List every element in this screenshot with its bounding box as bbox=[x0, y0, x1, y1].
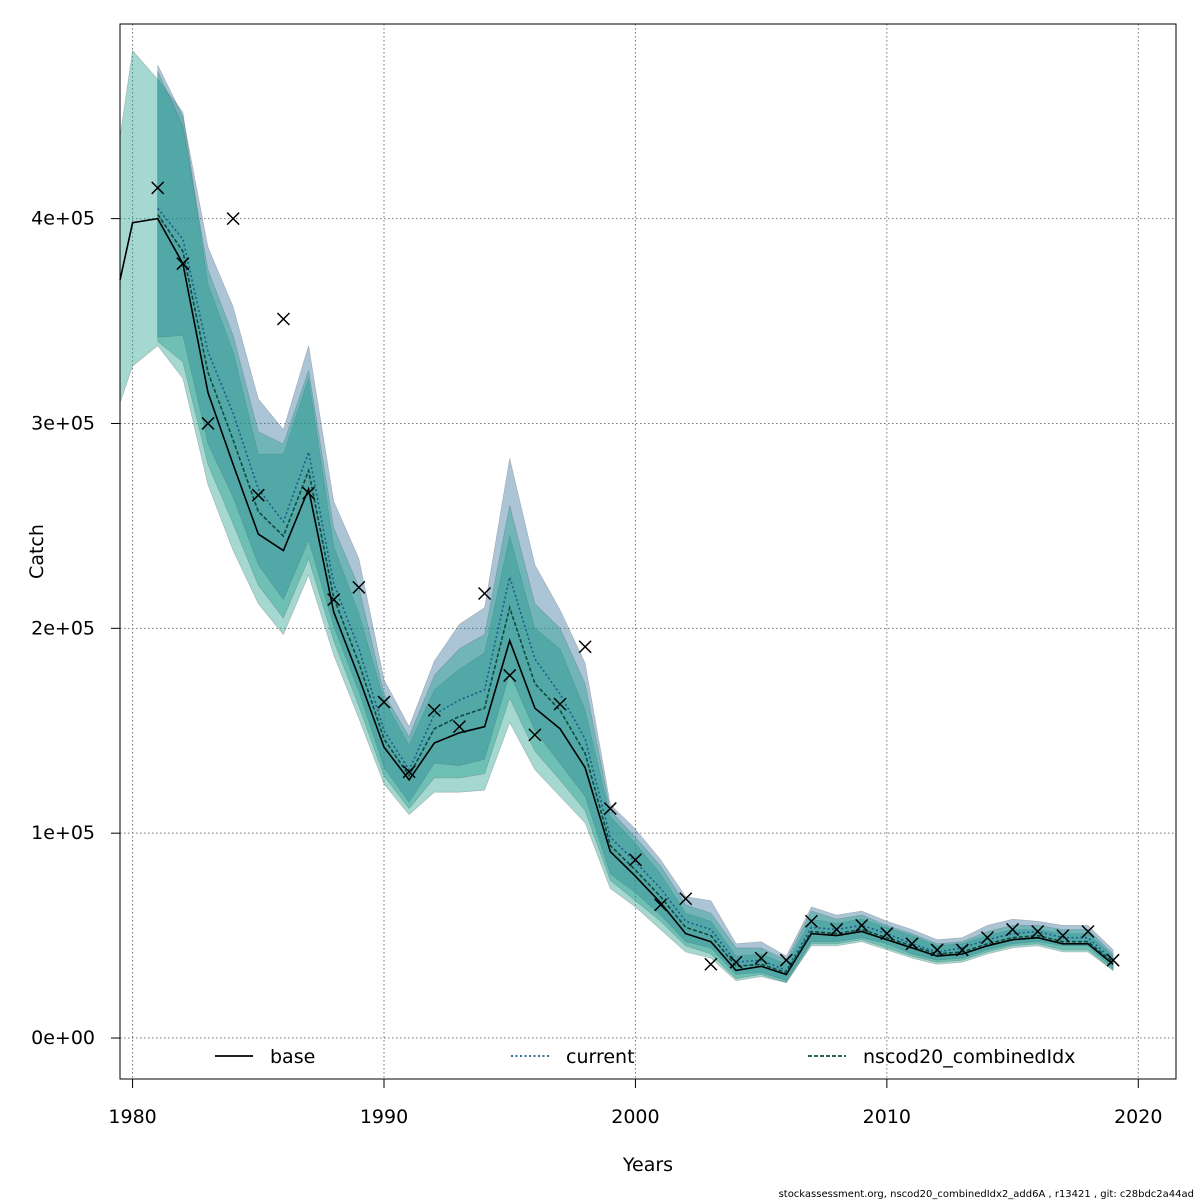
y-tick-label: 4e+05 bbox=[31, 208, 95, 230]
observed-point bbox=[452, 720, 466, 734]
x-tick-label: 1980 bbox=[108, 1106, 156, 1128]
observed-point bbox=[553, 697, 567, 711]
observed-point bbox=[704, 957, 718, 971]
observed-point bbox=[528, 728, 542, 742]
observed-point bbox=[276, 312, 290, 326]
observed-point bbox=[151, 181, 165, 195]
x-tick-label: 2000 bbox=[611, 1106, 659, 1128]
line-base bbox=[119, 217, 1114, 976]
observed-point bbox=[201, 416, 215, 430]
band-current bbox=[157, 64, 1114, 982]
observed-point bbox=[251, 488, 265, 502]
y-tick-label: 3e+05 bbox=[31, 412, 95, 434]
observed-point bbox=[1031, 924, 1045, 939]
observed-point bbox=[830, 922, 844, 936]
observed-point bbox=[478, 586, 492, 601]
y-tick-label: 0e+00 bbox=[31, 1027, 95, 1049]
observed-point bbox=[1081, 924, 1095, 939]
legend: base current nscod20_combinedIdx bbox=[215, 1046, 1075, 1068]
observed-point bbox=[176, 257, 190, 271]
line-nscod20_combinedIdx bbox=[157, 214, 1114, 974]
observed-point bbox=[729, 955, 743, 969]
observed-point bbox=[1106, 953, 1120, 967]
legend-label: current bbox=[566, 1046, 635, 1068]
observed-point bbox=[930, 943, 944, 957]
observed-point bbox=[754, 951, 768, 965]
observed-point bbox=[955, 943, 969, 957]
observed-point bbox=[804, 914, 818, 928]
observed-point bbox=[503, 668, 517, 682]
x-tick-label: 1990 bbox=[360, 1106, 408, 1128]
grid-layer bbox=[120, 24, 1176, 1079]
observed-point bbox=[427, 703, 441, 717]
observed-point bbox=[779, 953, 793, 967]
legend-label: nscod20_combinedIdx bbox=[863, 1046, 1075, 1068]
y-axis-title: Catch bbox=[26, 524, 48, 579]
axes: 1980 1990 2000 2010 2020 0e+00 1e+05 2e+05 3e+05… bbox=[31, 208, 1162, 1128]
observed-point bbox=[654, 898, 668, 912]
observed-point bbox=[578, 640, 592, 654]
line-current bbox=[157, 207, 1114, 972]
observed-point bbox=[603, 802, 617, 816]
x-tick-label: 2010 bbox=[863, 1106, 911, 1128]
plot-frame bbox=[119, 23, 1177, 1080]
observed-point bbox=[1056, 929, 1070, 943]
band-nscod20_combinedIdx bbox=[157, 70, 1114, 984]
observed-point bbox=[402, 765, 416, 779]
observed-point bbox=[905, 937, 919, 951]
legend-label: base bbox=[270, 1046, 315, 1068]
y-tick-label: 1e+05 bbox=[31, 822, 95, 844]
observed-point bbox=[628, 853, 642, 867]
observed-point bbox=[679, 892, 693, 906]
observed-point bbox=[226, 212, 240, 226]
confidence-bands bbox=[119, 49, 1114, 984]
footer-credit: stockassessment.org, nscod20_combinedIdx… bbox=[779, 1189, 1194, 1200]
observed-point bbox=[880, 927, 894, 941]
observed-point bbox=[327, 593, 341, 607]
observed-points bbox=[151, 181, 1120, 971]
x-axis-title: Years bbox=[622, 1154, 673, 1176]
observed-point bbox=[352, 580, 366, 594]
y-tick-label: 2e+05 bbox=[31, 617, 95, 639]
observed-point bbox=[302, 486, 316, 500]
observed-point bbox=[980, 931, 994, 945]
observed-point bbox=[377, 695, 391, 709]
observed-point bbox=[855, 918, 869, 932]
x-tick-label: 2020 bbox=[1114, 1106, 1162, 1128]
series-lines bbox=[119, 207, 1114, 976]
band-base bbox=[119, 49, 1114, 984]
observed-point bbox=[1006, 922, 1020, 936]
